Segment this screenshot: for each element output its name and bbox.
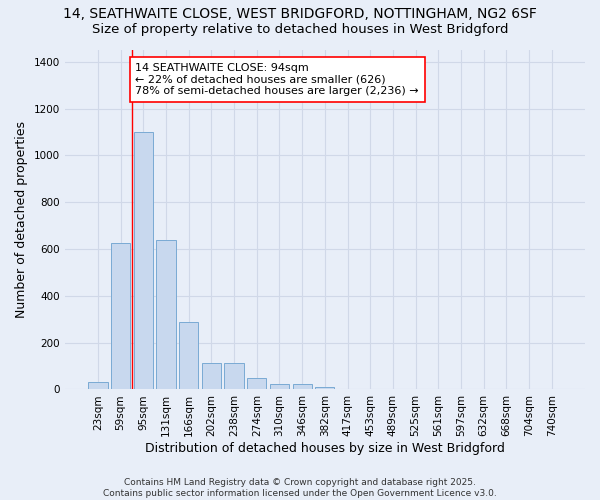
Bar bbox=[88, 382, 107, 390]
Text: 14, SEATHWAITE CLOSE, WEST BRIDGFORD, NOTTINGHAM, NG2 6SF: 14, SEATHWAITE CLOSE, WEST BRIDGFORD, NO… bbox=[63, 8, 537, 22]
Y-axis label: Number of detached properties: Number of detached properties bbox=[15, 121, 28, 318]
X-axis label: Distribution of detached houses by size in West Bridgford: Distribution of detached houses by size … bbox=[145, 442, 505, 455]
Bar bbox=[134, 132, 153, 390]
Bar bbox=[315, 386, 334, 390]
Bar bbox=[247, 378, 266, 390]
Text: Size of property relative to detached houses in West Bridgford: Size of property relative to detached ho… bbox=[92, 22, 508, 36]
Text: 14 SEATHWAITE CLOSE: 94sqm
← 22% of detached houses are smaller (626)
78% of sem: 14 SEATHWAITE CLOSE: 94sqm ← 22% of deta… bbox=[136, 63, 419, 96]
Bar bbox=[179, 322, 199, 390]
Bar bbox=[224, 362, 244, 390]
Bar bbox=[293, 384, 312, 390]
Bar bbox=[111, 243, 130, 390]
Text: Contains HM Land Registry data © Crown copyright and database right 2025.
Contai: Contains HM Land Registry data © Crown c… bbox=[103, 478, 497, 498]
Bar bbox=[202, 362, 221, 390]
Bar bbox=[270, 384, 289, 390]
Bar bbox=[157, 240, 176, 390]
